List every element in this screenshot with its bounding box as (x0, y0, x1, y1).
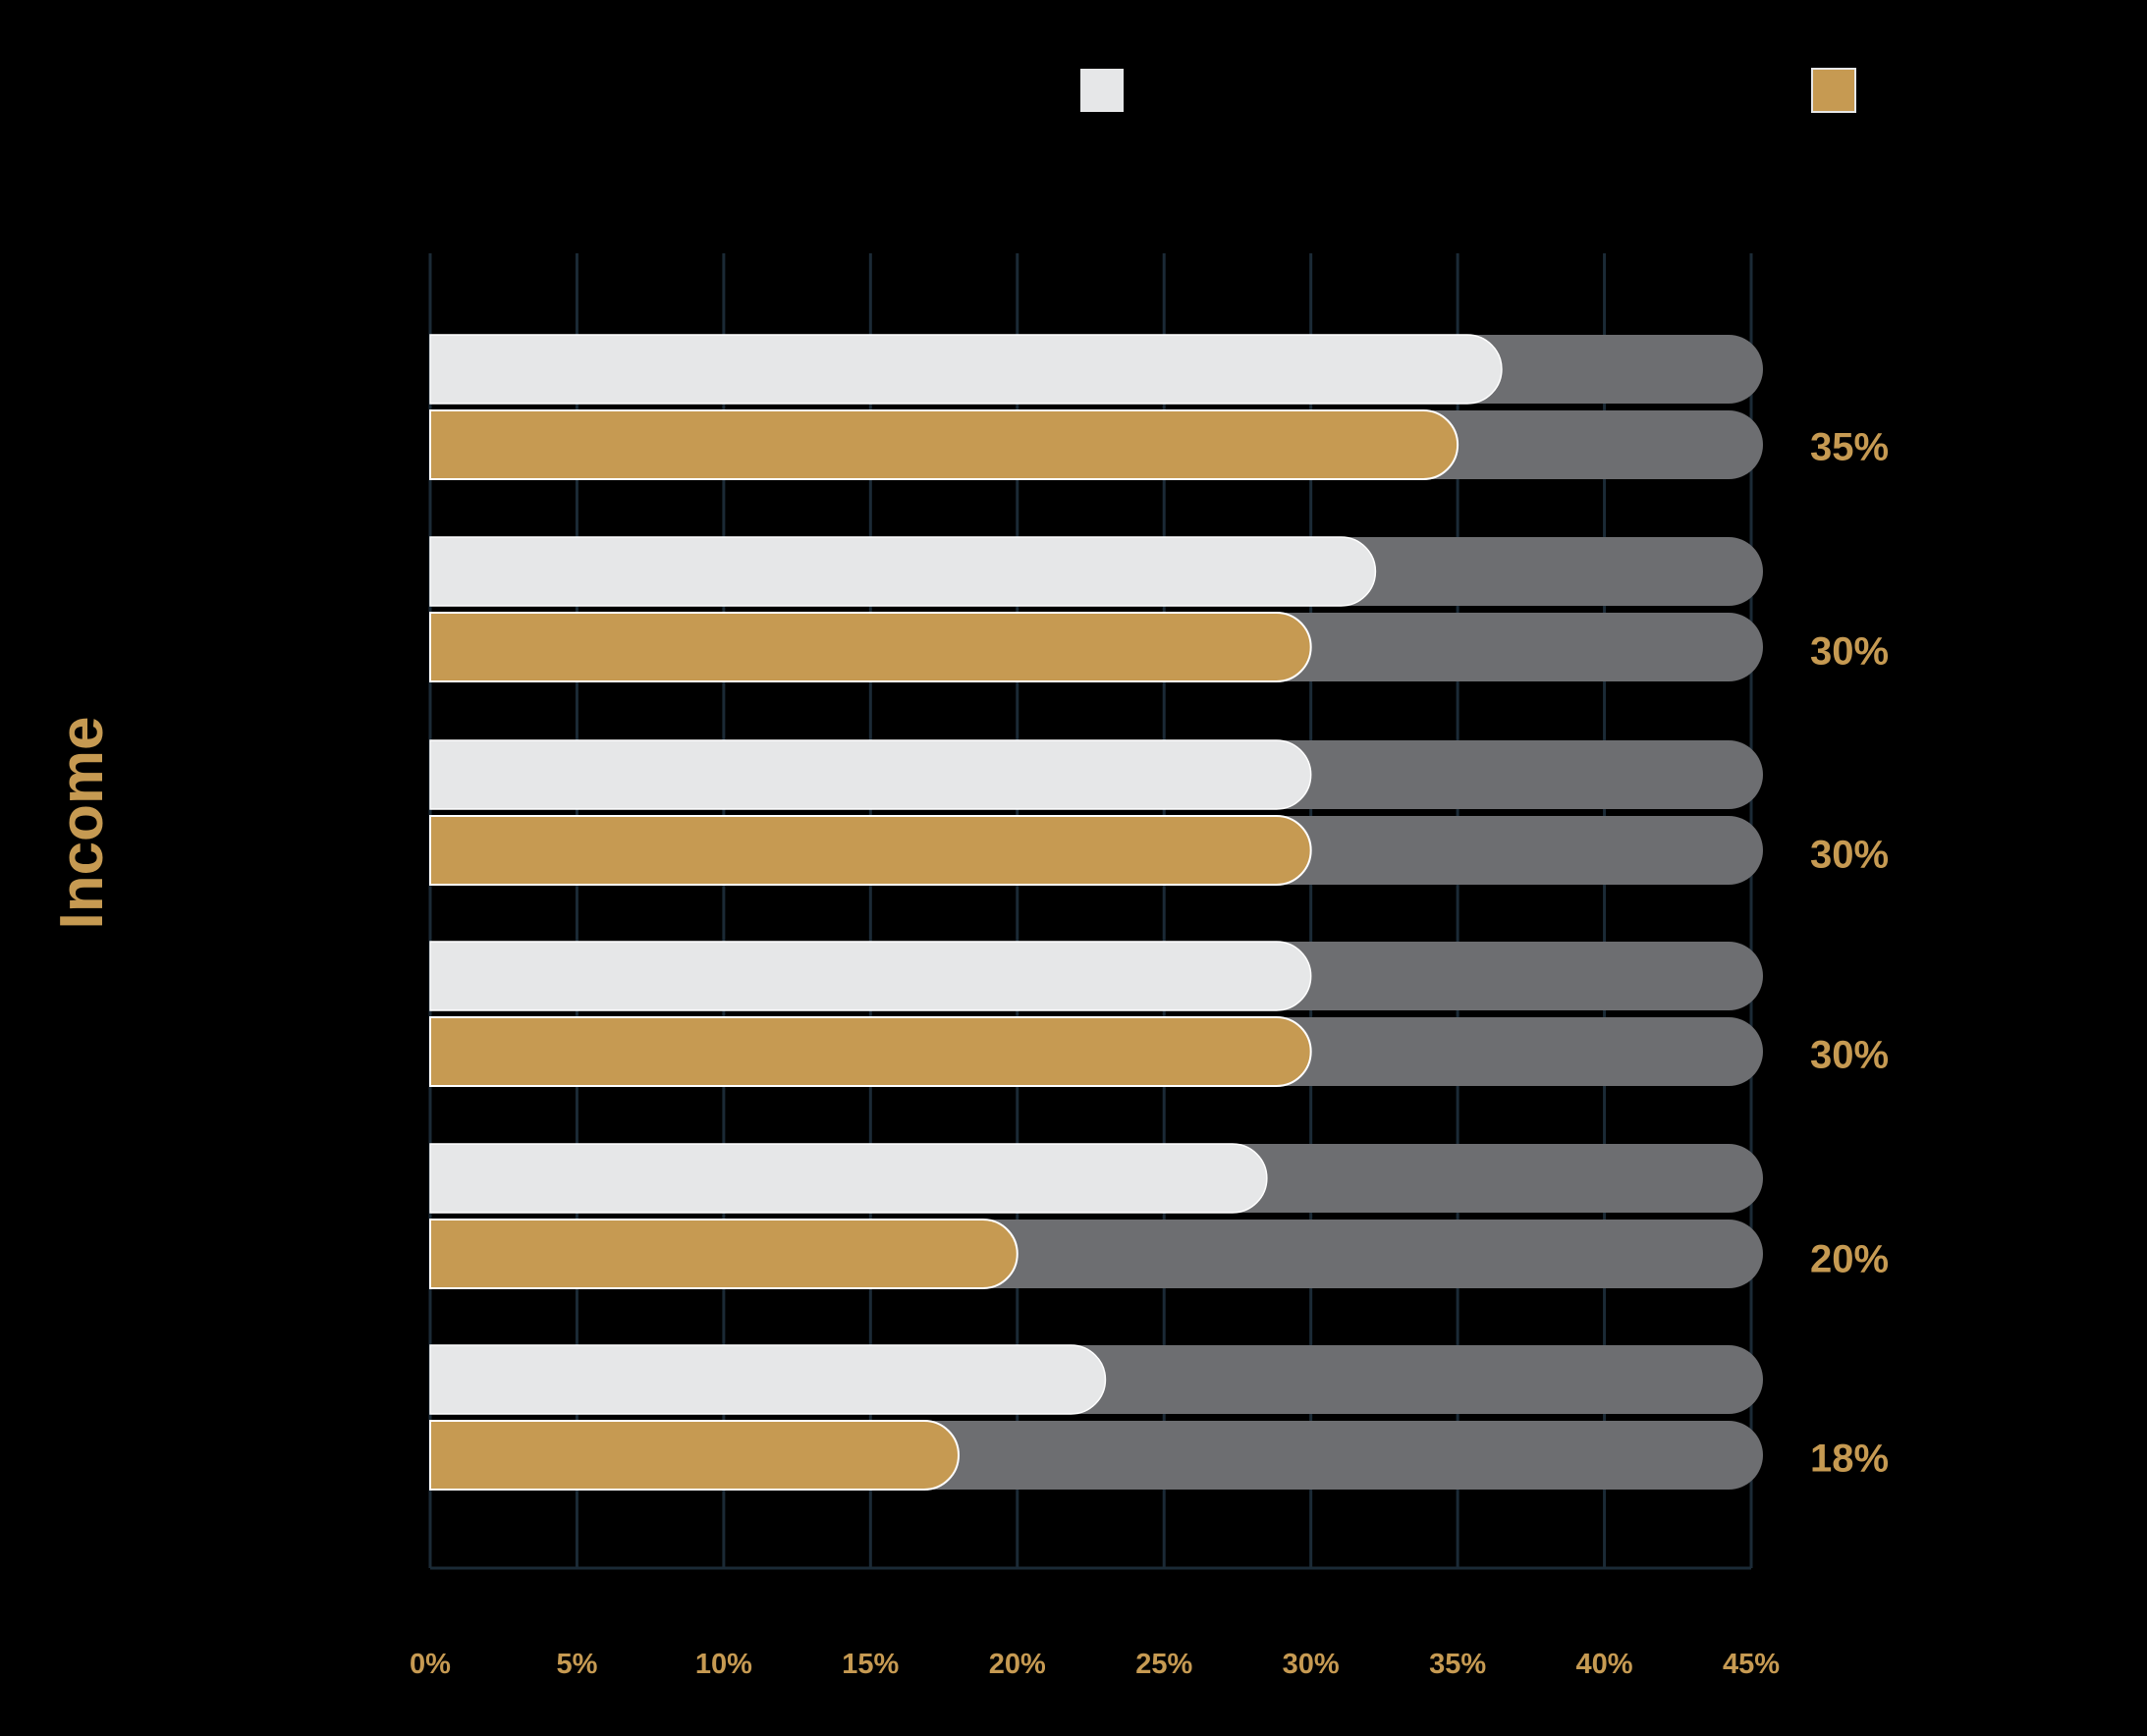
bar-white-series (429, 1344, 1107, 1415)
legend-swatch-white (1080, 69, 1124, 112)
x-tick-label: 35% (1429, 1649, 1486, 1680)
bar-gold-series (429, 409, 1459, 480)
value-label: 30% (1810, 834, 1889, 877)
bar-gold-series (429, 1420, 960, 1491)
x-axis-ticks: 0% 5% 10% 15% 20% 25% 30% 35% 40% 45% (410, 1649, 1780, 1680)
bar-gold-series (429, 1016, 1312, 1087)
x-tick-label: 40% (1576, 1649, 1633, 1680)
value-labels: 35% 30% 30% 30% 20% 18% (1810, 426, 1889, 1481)
bar-white-series (429, 1143, 1268, 1214)
legend-swatch-gold (1811, 68, 1856, 113)
bar-white-series (429, 739, 1312, 810)
x-tick-label: 10% (695, 1649, 752, 1680)
y-axis-title: Income (48, 716, 116, 929)
x-tick-label: 20% (989, 1649, 1046, 1680)
bar-gold-series (429, 1219, 1018, 1289)
x-tick-label: 25% (1135, 1649, 1192, 1680)
value-label: 30% (1810, 630, 1889, 674)
bar-gold-series (429, 612, 1312, 682)
bar-gold-series (429, 815, 1312, 886)
x-tick-label: 45% (1723, 1649, 1780, 1680)
value-label: 20% (1810, 1238, 1889, 1281)
value-label: 35% (1810, 426, 1889, 469)
bars (429, 334, 1763, 1491)
x-tick-label: 30% (1283, 1649, 1340, 1680)
value-label: 30% (1810, 1034, 1889, 1077)
value-label: 18% (1810, 1438, 1889, 1481)
legend (1080, 68, 1856, 113)
bar-white-series (429, 334, 1503, 405)
x-tick-label: 15% (842, 1649, 899, 1680)
bar-white-series (429, 941, 1312, 1011)
x-tick-label: 0% (410, 1649, 451, 1680)
bar-white-series (429, 536, 1377, 607)
x-tick-label: 5% (556, 1649, 597, 1680)
